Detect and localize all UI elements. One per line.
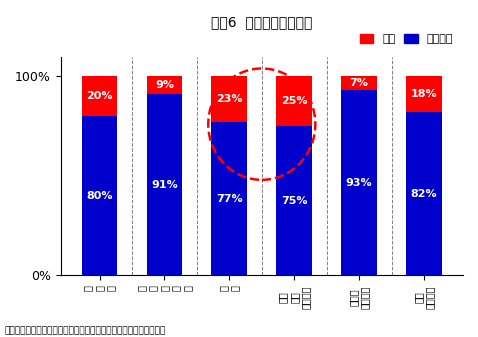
Text: 75%: 75% xyxy=(281,196,307,206)
Bar xyxy=(276,76,312,126)
Text: 82%: 82% xyxy=(411,189,437,199)
Bar xyxy=(82,76,118,116)
Bar xyxy=(147,94,182,275)
Title: 図表6  移民の産業別構成: 図表6 移民の産業別構成 xyxy=(211,15,313,29)
Text: 9%: 9% xyxy=(155,81,174,90)
Text: 80%: 80% xyxy=(87,191,113,201)
Text: 23%: 23% xyxy=(216,94,243,104)
Text: 91%: 91% xyxy=(151,180,178,190)
Text: 25%: 25% xyxy=(281,96,307,106)
Bar xyxy=(276,126,312,275)
Bar xyxy=(211,122,247,275)
Text: 18%: 18% xyxy=(411,89,437,99)
Text: 20%: 20% xyxy=(87,91,113,101)
Text: 7%: 7% xyxy=(350,79,369,88)
Legend: 移民, ドイツ人: 移民, ドイツ人 xyxy=(356,29,457,49)
Text: 77%: 77% xyxy=(216,194,243,204)
Bar xyxy=(211,76,247,122)
Bar xyxy=(82,116,118,275)
Text: （出所：ドイツ連邦統計局より住友商事グローバルリサーチ作成）: （出所：ドイツ連邦統計局より住友商事グローバルリサーチ作成） xyxy=(5,326,166,335)
Bar xyxy=(406,76,442,112)
Bar xyxy=(341,76,377,90)
Bar xyxy=(147,76,182,94)
Text: 93%: 93% xyxy=(346,178,372,188)
Bar xyxy=(341,90,377,275)
Bar xyxy=(406,112,442,275)
